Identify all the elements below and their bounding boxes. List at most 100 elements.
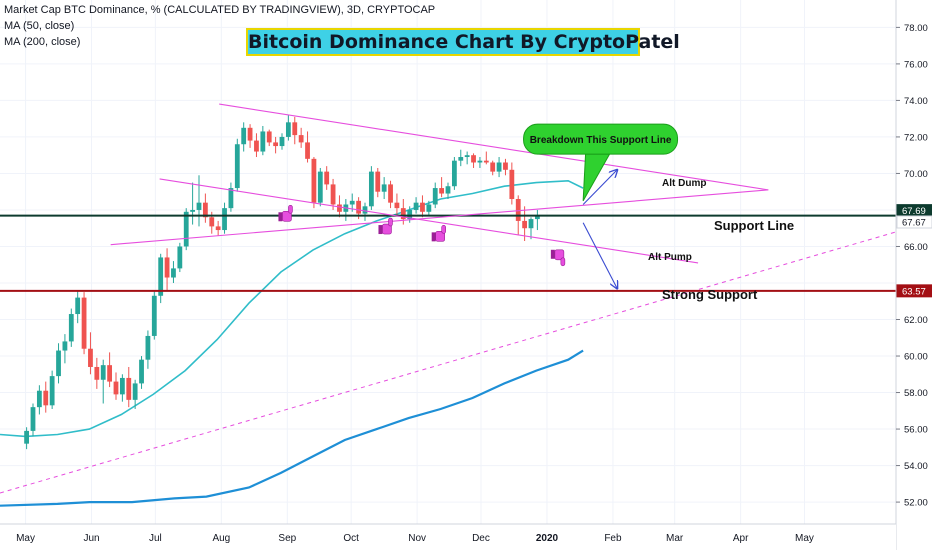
candle[interactable] — [439, 177, 445, 198]
candle[interactable] — [490, 160, 496, 176]
candle[interactable] — [260, 125, 266, 156]
price-tag-label: 67.67 — [902, 217, 926, 228]
candle[interactable] — [451, 157, 457, 190]
candle-body — [458, 157, 464, 161]
candle[interactable] — [158, 253, 164, 304]
candle[interactable] — [222, 202, 227, 234]
candle[interactable] — [228, 182, 234, 212]
candle[interactable] — [343, 199, 349, 221]
candle[interactable] — [534, 209, 540, 231]
chart-drawings[interactable] — [0, 103, 896, 292]
candle[interactable] — [56, 343, 61, 384]
price-tag[interactable] — [896, 215, 932, 229]
candle-body — [534, 215, 540, 220]
candle[interactable] — [151, 290, 157, 340]
candle[interactable] — [368, 166, 374, 210]
candle-body — [234, 144, 240, 189]
ma200-legend[interactable]: MA (200, close) — [4, 36, 81, 48]
candle[interactable] — [100, 359, 106, 404]
candle[interactable] — [247, 124, 253, 148]
candle[interactable] — [273, 136, 279, 154]
candle[interactable] — [477, 157, 483, 168]
candle[interactable] — [241, 122, 247, 152]
chart-grid — [0, 0, 896, 524]
candle[interactable] — [75, 290, 81, 324]
candle[interactable] — [292, 116, 298, 145]
candle[interactable] — [471, 153, 476, 168]
candle[interactable] — [132, 379, 138, 409]
candle[interactable] — [311, 157, 317, 209]
candle[interactable] — [88, 332, 93, 375]
candle[interactable] — [522, 206, 528, 242]
candle[interactable] — [266, 129, 272, 147]
candle[interactable] — [432, 182, 438, 209]
candle[interactable] — [324, 166, 330, 190]
candle[interactable] — [509, 162, 515, 205]
candlestick-series[interactable] — [24, 115, 540, 450]
candle[interactable] — [171, 261, 176, 283]
candle[interactable] — [279, 133, 285, 150]
candle[interactable] — [145, 330, 151, 369]
candle[interactable] — [94, 357, 100, 389]
candle-body — [119, 377, 125, 395]
candle[interactable] — [164, 248, 170, 291]
candle[interactable] — [458, 149, 464, 167]
channel-line[interactable] — [110, 189, 769, 246]
candle[interactable] — [420, 195, 425, 218]
channel-line[interactable] — [219, 103, 769, 191]
candle[interactable] — [177, 242, 183, 273]
candle-body — [209, 217, 215, 227]
candle[interactable] — [254, 133, 259, 158]
candle[interactable] — [119, 374, 125, 402]
candle[interactable] — [496, 157, 502, 178]
candle[interactable] — [30, 403, 36, 437]
candle[interactable] — [503, 158, 508, 176]
candle[interactable] — [381, 177, 387, 200]
candle[interactable] — [426, 200, 432, 216]
candle[interactable] — [483, 151, 489, 165]
candle[interactable] — [126, 366, 132, 408]
candle[interactable] — [445, 182, 451, 200]
channel-line[interactable] — [159, 178, 699, 264]
candle[interactable] — [464, 151, 470, 165]
price-tag[interactable] — [896, 284, 932, 298]
candle[interactable] — [375, 167, 381, 198]
x-tick-label: Jul — [149, 533, 162, 544]
ma50-legend[interactable]: MA (50, close) — [4, 20, 75, 32]
candle[interactable] — [196, 175, 202, 227]
candle[interactable] — [68, 308, 74, 347]
price-tag-label: 67.69 — [902, 206, 926, 217]
alt-dump-arrow[interactable] — [582, 170, 617, 205]
candle[interactable] — [317, 167, 323, 207]
candle[interactable] — [215, 220, 221, 236]
candle[interactable] — [43, 381, 49, 413]
candle[interactable] — [330, 178, 336, 210]
candle[interactable] — [234, 138, 240, 192]
candle[interactable] — [394, 193, 400, 216]
candle[interactable] — [413, 197, 419, 214]
candle[interactable] — [190, 182, 196, 225]
candle-body — [368, 171, 374, 207]
candle[interactable] — [362, 202, 368, 221]
candle[interactable] — [305, 131, 310, 163]
candle[interactable] — [62, 334, 68, 364]
candle[interactable] — [285, 115, 291, 141]
candle[interactable] — [24, 427, 30, 450]
candle[interactable] — [139, 356, 144, 389]
candle[interactable] — [36, 385, 42, 415]
candle[interactable] — [49, 370, 55, 409]
candle-body — [483, 160, 489, 163]
candle[interactable] — [183, 208, 189, 251]
candle[interactable] — [202, 193, 208, 223]
candle-body — [330, 184, 336, 205]
alt-pump-arrow[interactable] — [582, 222, 617, 289]
candle[interactable] — [298, 127, 304, 148]
candle[interactable] — [107, 352, 113, 388]
candle[interactable] — [337, 195, 342, 218]
candle[interactable] — [113, 372, 119, 400]
candle[interactable] — [388, 180, 393, 209]
candle[interactable] — [81, 292, 87, 355]
candle[interactable] — [528, 217, 534, 240]
candle-body — [62, 341, 68, 351]
